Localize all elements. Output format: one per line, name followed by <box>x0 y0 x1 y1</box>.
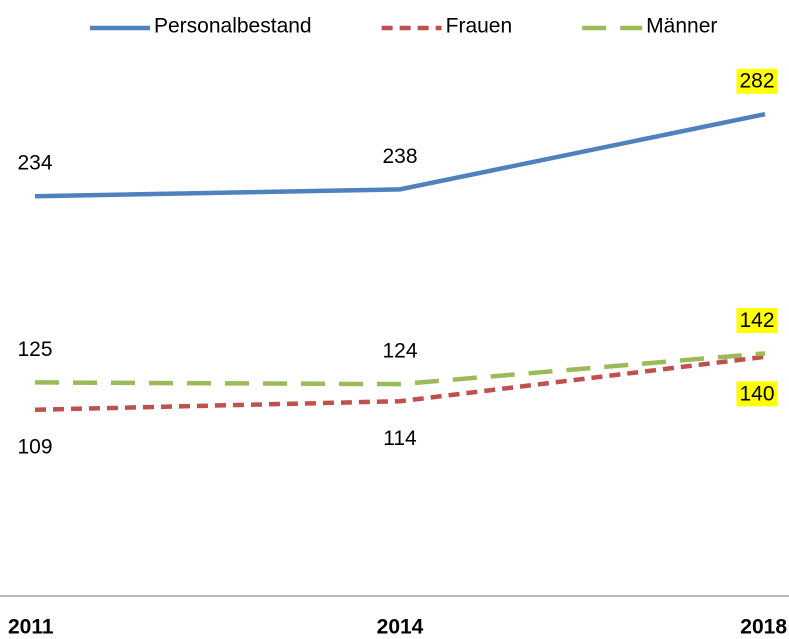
data-label: 282 <box>739 70 774 93</box>
data-label: 109 <box>17 435 52 458</box>
x-tick-label: 2014 <box>377 616 424 639</box>
legend-label: Männer <box>646 15 717 38</box>
data-label-group: 234 <box>17 152 52 175</box>
label-highlight <box>736 307 778 333</box>
label-highlight <box>736 381 778 407</box>
series-line <box>34 351 766 387</box>
data-label: 140 <box>739 382 774 405</box>
data-label-group: 238 <box>382 145 417 168</box>
data-label-group: 125 <box>17 338 52 361</box>
series-line <box>34 111 766 199</box>
data-label-group: 140 <box>736 381 778 407</box>
legend-label: Personalbestand <box>154 15 312 38</box>
data-label: 142 <box>739 309 774 332</box>
x-tick-label: 2018 <box>740 616 787 639</box>
data-label-group: 109 <box>17 435 52 458</box>
data-label: 124 <box>382 340 417 363</box>
data-label: 125 <box>17 338 52 361</box>
x-tick-label: 2011 <box>8 616 54 639</box>
data-label: 114 <box>383 427 417 450</box>
data-label-group: 282 <box>736 68 778 94</box>
data-label: 234 <box>17 152 52 175</box>
data-label: 238 <box>382 145 417 168</box>
data-label-group: 142 <box>736 307 778 333</box>
legend: Personalbestand Frauen Männer <box>90 15 717 38</box>
data-label-group: 124 <box>382 340 417 363</box>
label-highlight <box>736 68 778 94</box>
data-label-group: 114 <box>383 427 417 450</box>
series-line <box>34 354 766 413</box>
legend-label: Frauen <box>446 15 513 38</box>
